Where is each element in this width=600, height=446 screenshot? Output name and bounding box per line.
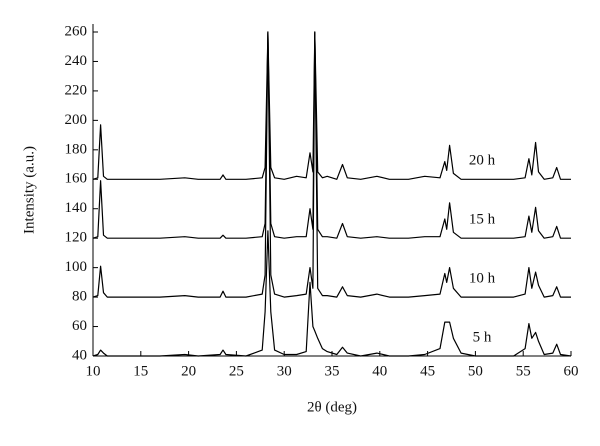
series-line — [92, 31, 571, 239]
series-label: 20 h — [469, 153, 496, 169]
x-tick-label: 20 — [181, 363, 196, 379]
y-tick-label: 200 — [65, 112, 88, 128]
x-axis-title: 2θ (deg) — [307, 399, 357, 415]
series-line — [92, 31, 571, 298]
y-tick-label: 120 — [65, 230, 88, 246]
y-tick-label: 40 — [72, 347, 87, 363]
y-tick-label: 220 — [65, 82, 88, 98]
x-tick-label: 55 — [516, 363, 531, 379]
y-tick-label: 240 — [65, 53, 88, 69]
y-tick-label: 60 — [72, 318, 87, 334]
series-label: 15 h — [469, 212, 496, 228]
x-tick-label: 25 — [229, 363, 244, 379]
x-tick-label: 10 — [86, 363, 101, 379]
x-tick-label: 35 — [325, 363, 340, 379]
series-label: 5 h — [473, 329, 492, 345]
x-tick-label: 50 — [468, 363, 483, 379]
y-tick-label: 140 — [65, 200, 88, 216]
x-tick-label: 40 — [372, 363, 387, 379]
series-line — [92, 32, 571, 180]
y-tick-label: 180 — [65, 141, 88, 157]
x-tick-label: 45 — [420, 363, 435, 379]
x-tick-label: 30 — [277, 363, 292, 379]
y-tick-label: 260 — [65, 23, 88, 39]
x-tick-label: 15 — [133, 363, 148, 379]
y-tick-label: 100 — [65, 259, 88, 275]
series-line — [92, 230, 572, 357]
series-label: 10 h — [469, 271, 496, 287]
x-tick-label: 60 — [564, 363, 579, 379]
y-tick-label: 80 — [72, 289, 87, 305]
y-tick-label: 160 — [65, 171, 88, 187]
y-axis-title: Intensity (a.u.) — [21, 146, 37, 234]
